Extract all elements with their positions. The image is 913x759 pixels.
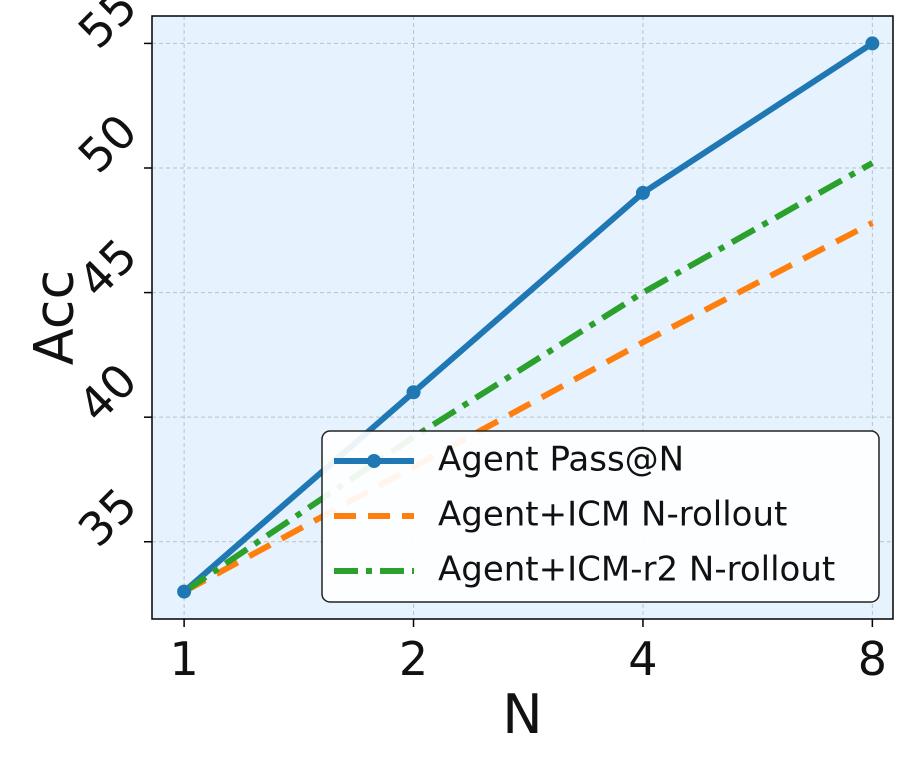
x-tick-label: 4 xyxy=(628,632,657,686)
y-tick-label: 35 xyxy=(68,477,148,557)
data-point xyxy=(635,185,650,200)
series-layer xyxy=(177,36,880,599)
x-tick-label: 1 xyxy=(169,632,198,686)
x-tick-label: 2 xyxy=(399,632,428,686)
legend-label: Agent+ICM N-rollout xyxy=(438,495,787,535)
data-point xyxy=(865,36,880,51)
legend-marker xyxy=(367,454,381,468)
data-point xyxy=(406,385,421,400)
legend: Agent Pass@N Agent+ICM N-rollout Agent+ICM… xyxy=(321,430,880,603)
data-point xyxy=(177,584,192,599)
y-axis-label: Acc xyxy=(23,270,86,365)
legend-label: Agent Pass@N xyxy=(438,440,684,480)
legend-box xyxy=(321,430,880,603)
x-tick-label: 8 xyxy=(858,632,887,686)
series-line-2 xyxy=(182,220,874,595)
y-tick-label: 55 xyxy=(68,0,148,59)
legend-label: Agent+ICM-r2 N-rollout xyxy=(438,550,835,590)
plot-frame xyxy=(151,15,894,620)
series-line-3 xyxy=(182,160,874,595)
x-axis-label: N xyxy=(502,683,542,746)
series-line-1 xyxy=(182,40,875,594)
y-tick-label: 50 xyxy=(68,104,148,184)
